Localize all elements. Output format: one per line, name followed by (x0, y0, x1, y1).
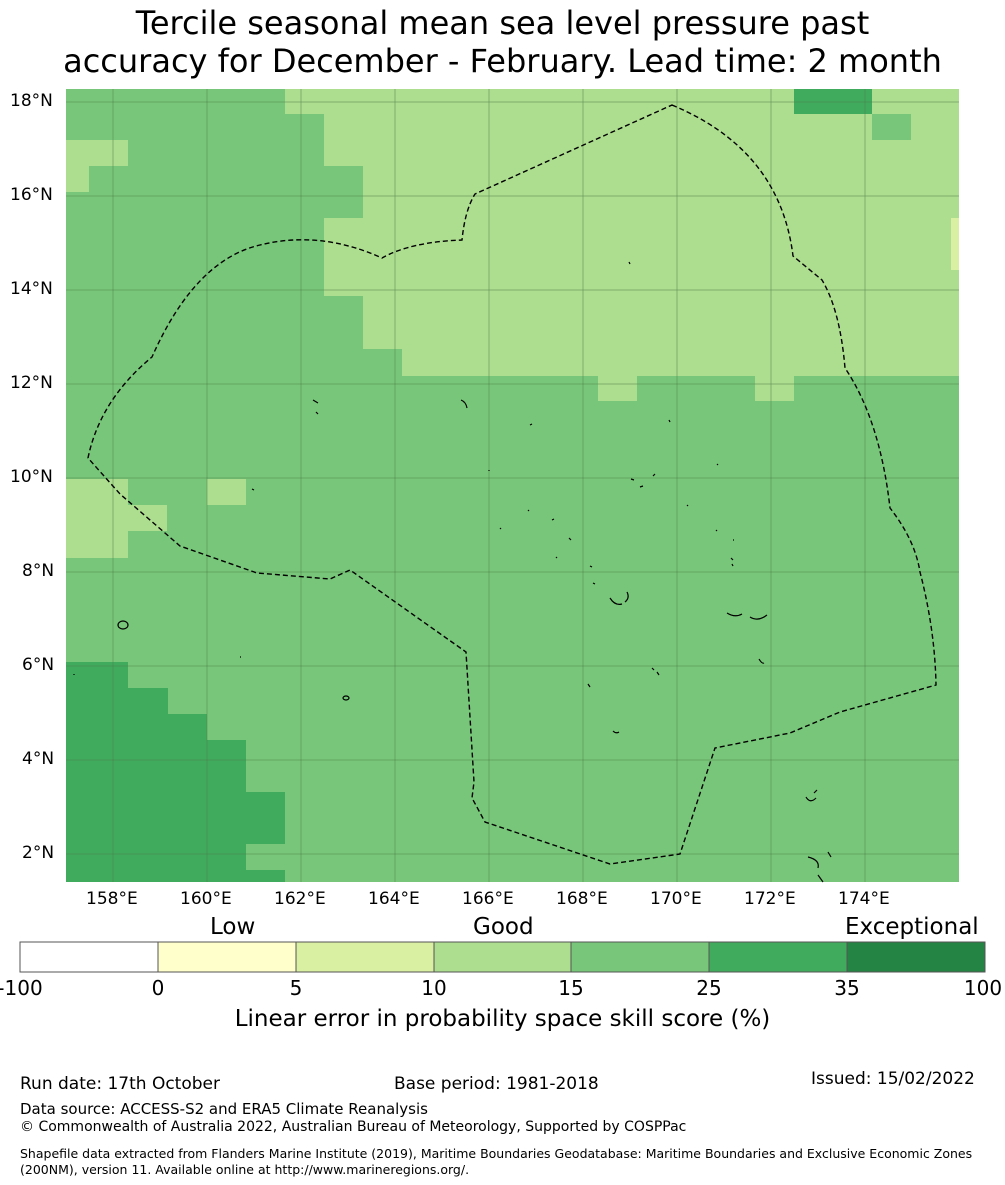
lat-tick-label: 14°N (10, 279, 53, 299)
skill-region-10-15 (66, 89, 959, 558)
colorbar-swatch (846, 941, 986, 973)
lat-tick-label: 6°N (22, 655, 55, 675)
lon-tick-label: 162°E (274, 889, 326, 909)
base-period: Base period: 1981-2018 (394, 1074, 599, 1094)
colorbar (19, 941, 986, 973)
colorbar-title: Linear error in probability space skill … (234, 1006, 771, 1032)
lat-tick-label: 10°N (10, 467, 53, 487)
eez-boundary (87, 104, 937, 865)
lon-tick-label: 170°E (650, 889, 702, 909)
lon-tick-label: 160°E (180, 889, 232, 909)
colorbar-swatch (708, 941, 848, 973)
colorbar-category-exceptional: Exceptional (845, 914, 979, 940)
skill-region-25-35 (66, 89, 872, 882)
colorbar-category-good: Good (473, 914, 534, 940)
colorbar-swatch (19, 941, 159, 973)
data-source: Data source: ACCESS-S2 and ERA5 Climate … (20, 1100, 428, 1118)
gridlines (66, 89, 959, 882)
colorbar-tick-label: 15 (558, 976, 584, 1000)
lat-tick-label: 16°N (10, 185, 53, 205)
colorbar-tick-label: 5 (289, 976, 303, 1000)
copyright: © Commonwealth of Australia 2022, Austra… (20, 1119, 687, 1135)
lat-tick-label: 12°N (10, 373, 53, 393)
skill-region-0-5 (951, 218, 959, 270)
colorbar-tick-label: 35 (834, 976, 860, 1000)
lat-tick-label: 2°N (22, 843, 55, 863)
colorbar-tick-label: 100 (963, 976, 1003, 1000)
lon-tick-label: 158°E (86, 889, 138, 909)
run-date: Run date: 17th October (20, 1074, 220, 1094)
colorbar-tick-label: -100 (0, 976, 43, 1000)
chart-title-line-1: Tercile seasonal mean sea level pressure… (135, 4, 870, 42)
colorbar-swatch (295, 941, 435, 973)
lon-tick-label: 164°E (368, 889, 420, 909)
colorbar-tick-label: 10 (421, 976, 447, 1000)
islands (73, 261, 832, 883)
lat-tick-label: 18°N (10, 91, 53, 111)
colorbar-swatch (157, 941, 297, 973)
colorbar-tick-label: 0 (151, 976, 165, 1000)
lon-tick-label: 174°E (838, 889, 890, 909)
chart-title-line-2: accuracy for December - February. Lead t… (63, 42, 942, 80)
lat-tick-label: 4°N (22, 749, 55, 769)
lat-tick-label: 8°N (22, 561, 55, 581)
colorbar-tick-label: 25 (696, 976, 722, 1000)
lon-tick-label: 172°E (744, 889, 796, 909)
colorbar-swatch (433, 941, 572, 973)
lon-tick-label: 168°E (556, 889, 608, 909)
lon-tick-label: 166°E (462, 889, 514, 909)
colorbar-swatch (570, 941, 710, 973)
colorbar-category-low: Low (210, 914, 256, 940)
shapefile-note: Shapefile data extracted from Flanders M… (20, 1146, 973, 1177)
issued-date: Issued: 15/02/2022 (811, 1069, 975, 1089)
